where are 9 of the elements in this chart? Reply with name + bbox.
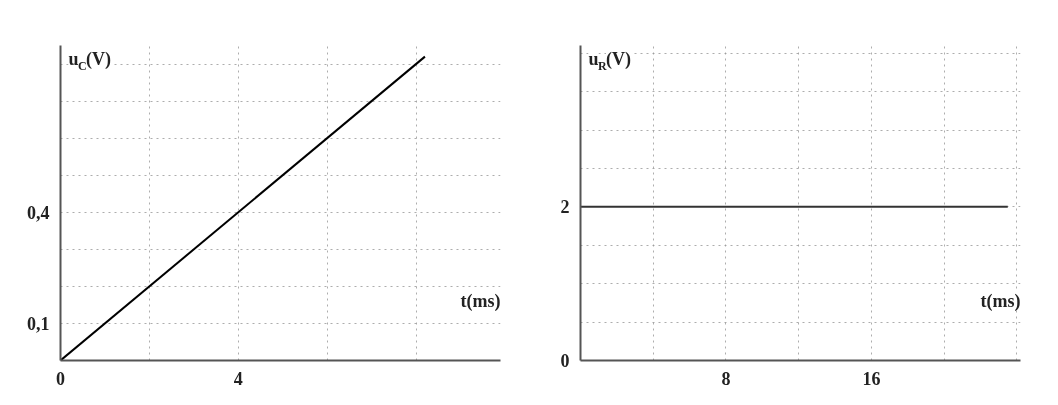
x-axis-title: t(ms): [460, 290, 501, 312]
x-axis-title: t(ms): [980, 290, 1021, 312]
y-tick-label: 0,1: [27, 313, 50, 334]
y-tick-label: 0,4: [27, 202, 50, 223]
x-tick-label: 0: [56, 368, 65, 389]
x-tick-label: 16: [862, 368, 881, 389]
y-tick-label: 2: [560, 197, 570, 218]
x-tick-label: 8: [721, 368, 731, 389]
x-tick-label: 4: [233, 368, 243, 389]
